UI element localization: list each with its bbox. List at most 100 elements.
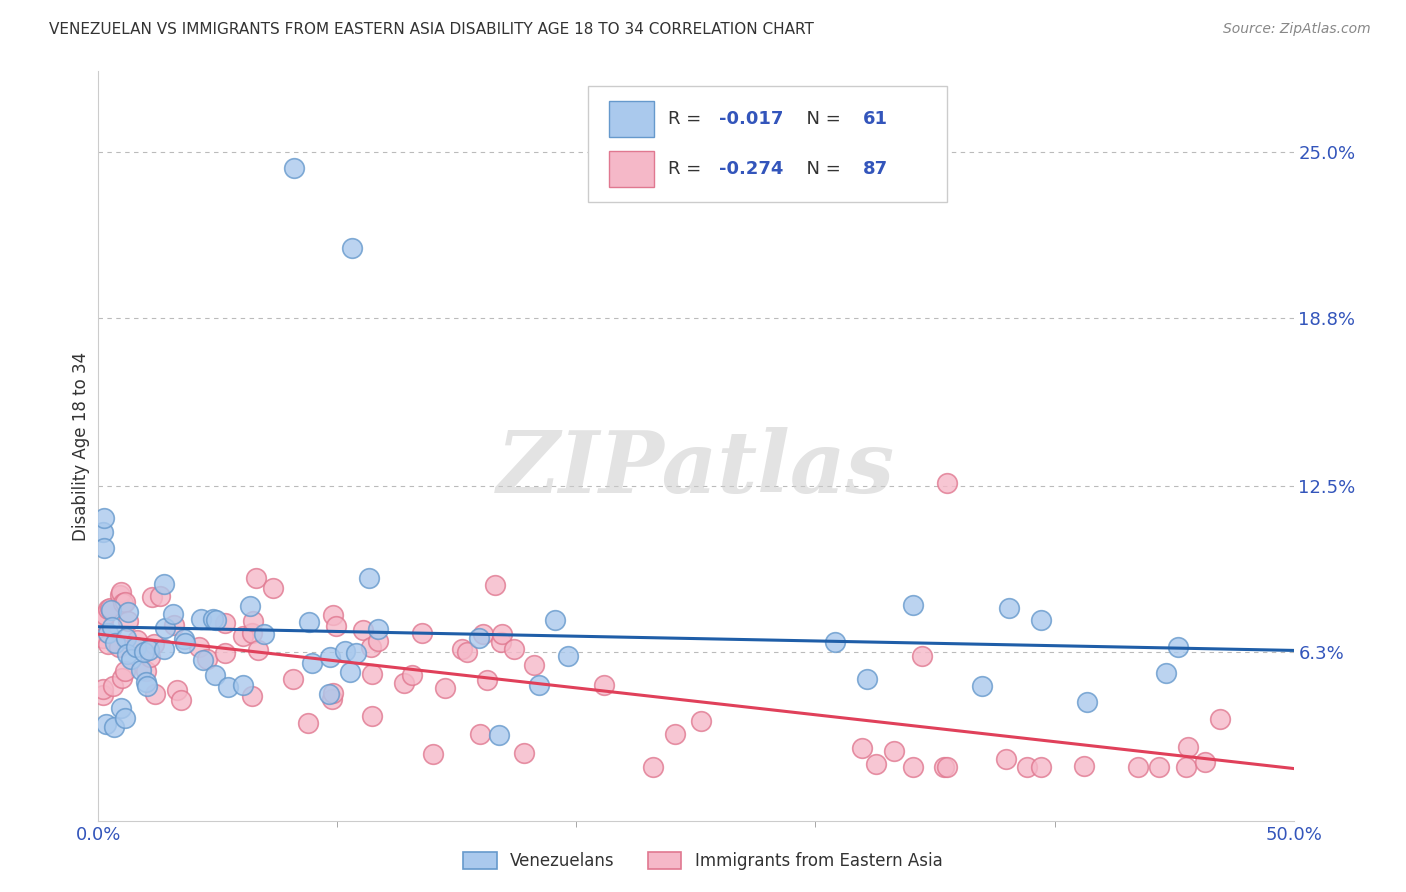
Point <box>117 615 139 629</box>
Point <box>115 632 138 646</box>
Legend: Venezuelans, Immigrants from Eastern Asia: Venezuelans, Immigrants from Eastern Asi… <box>458 847 948 875</box>
Point <box>187 640 209 654</box>
Text: N =: N = <box>796 160 846 178</box>
Text: R =: R = <box>668 160 707 178</box>
Point <box>98 601 121 615</box>
Point <box>911 648 934 663</box>
Point <box>114 664 136 678</box>
Point <box>936 760 959 774</box>
FancyBboxPatch shape <box>589 87 948 202</box>
Point <box>451 642 474 657</box>
Point <box>152 642 174 657</box>
Y-axis label: Disability Age 18 to 34: Disability Age 18 to 34 <box>72 351 90 541</box>
Point <box>456 645 478 659</box>
Point <box>422 747 444 761</box>
Point <box>488 728 510 742</box>
Point <box>93 607 115 622</box>
Point <box>217 680 239 694</box>
Point <box>1029 613 1052 627</box>
Point <box>253 627 276 641</box>
Point <box>283 161 305 175</box>
Point <box>475 673 498 688</box>
Point <box>851 741 873 756</box>
Point <box>325 619 347 633</box>
Point <box>1194 756 1216 770</box>
Point <box>91 682 114 697</box>
Point <box>117 647 139 661</box>
Point <box>513 746 536 760</box>
Point <box>108 640 131 654</box>
Point <box>110 701 132 715</box>
Point <box>664 727 686 741</box>
Point <box>1017 760 1039 774</box>
Text: -0.017: -0.017 <box>718 110 783 128</box>
Point <box>143 687 166 701</box>
Point <box>641 760 664 774</box>
Point <box>297 716 319 731</box>
Point <box>153 576 176 591</box>
Point <box>367 633 389 648</box>
Point <box>247 643 270 657</box>
Point <box>281 672 304 686</box>
Point <box>103 720 125 734</box>
Point <box>434 681 457 695</box>
Point <box>170 692 193 706</box>
Point <box>214 646 236 660</box>
Text: 61: 61 <box>863 110 889 128</box>
Point <box>1073 759 1095 773</box>
Point <box>995 751 1018 765</box>
Point <box>411 626 433 640</box>
Point <box>1147 760 1170 774</box>
Point <box>240 690 263 704</box>
Point <box>470 727 492 741</box>
Point <box>690 714 713 728</box>
FancyBboxPatch shape <box>609 101 654 136</box>
Point <box>970 679 993 693</box>
Point <box>1177 740 1199 755</box>
Point <box>472 627 495 641</box>
Point <box>527 678 550 692</box>
Point <box>344 647 367 661</box>
Point <box>97 625 120 640</box>
Point <box>503 642 526 657</box>
Point <box>97 602 120 616</box>
Point <box>135 665 157 679</box>
Point <box>173 632 195 646</box>
Point <box>163 618 186 632</box>
Point <box>117 605 139 619</box>
Point <box>245 571 267 585</box>
Point <box>360 667 382 681</box>
Point <box>333 644 356 658</box>
Point <box>162 607 184 622</box>
Point <box>321 692 343 706</box>
Point <box>214 615 236 630</box>
Text: -0.274: -0.274 <box>718 160 783 178</box>
Point <box>936 476 959 491</box>
Point <box>232 677 254 691</box>
Point <box>489 635 512 649</box>
Point <box>319 649 342 664</box>
Point <box>142 637 165 651</box>
Point <box>136 679 159 693</box>
Point <box>166 683 188 698</box>
Point <box>153 621 176 635</box>
Point <box>1175 760 1198 774</box>
Point <box>104 636 127 650</box>
Point <box>1154 666 1177 681</box>
Point <box>322 608 344 623</box>
Point <box>110 584 132 599</box>
Point <box>1167 640 1189 655</box>
Point <box>91 631 114 645</box>
Point <box>557 648 579 663</box>
Point <box>318 687 340 701</box>
Point <box>204 668 226 682</box>
Point <box>190 612 212 626</box>
Text: Source: ZipAtlas.com: Source: ZipAtlas.com <box>1223 22 1371 37</box>
Point <box>360 709 382 723</box>
Point <box>138 643 160 657</box>
Point <box>93 524 115 539</box>
Point <box>101 679 124 693</box>
Point <box>97 637 120 651</box>
Text: N =: N = <box>796 110 846 128</box>
Point <box>193 653 215 667</box>
